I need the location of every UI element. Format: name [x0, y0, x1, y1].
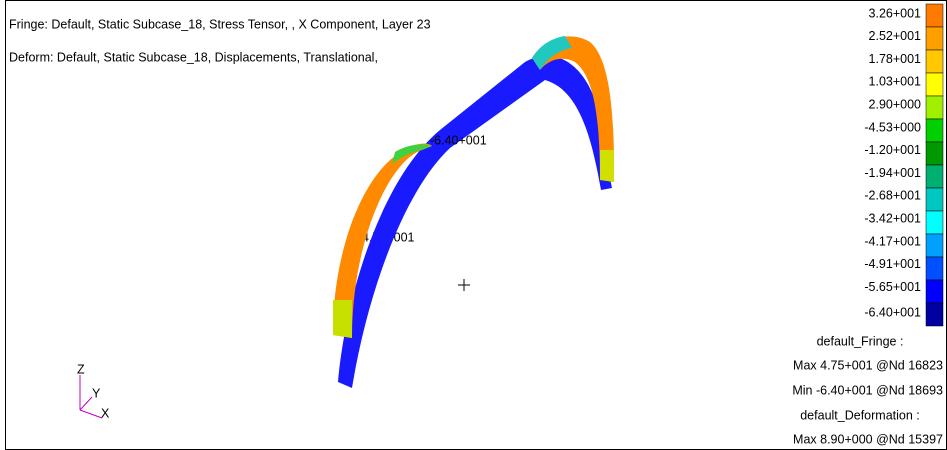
min-label: -6.40+001 [430, 133, 487, 147]
legend-label: -4.91+001 [864, 257, 921, 271]
viewport-frame [6, 1, 947, 450]
fringe-header: Fringe: Default, Static Subcase_18, Stre… [9, 17, 431, 31]
triad-y: Y [92, 386, 101, 400]
legend-band [926, 257, 943, 280]
triad-x: X [101, 406, 110, 420]
legend-label: -4.53+000 [864, 120, 921, 134]
legend-band [926, 211, 943, 234]
legend-band [926, 165, 943, 188]
legend-label: 3.26+001 [869, 6, 922, 20]
legend-label: 1.03+001 [869, 75, 922, 89]
legend-band [926, 303, 943, 326]
legend-label: -1.94+001 [864, 166, 921, 180]
info-line: Min -6.40+001 @Nd 18693 [792, 383, 943, 397]
info-line: Max 8.90+000 @Nd 15397 [793, 432, 943, 446]
legend-band [926, 280, 943, 303]
legend-label: 2.52+001 [869, 29, 922, 43]
legend-band [926, 27, 943, 50]
legend-band [926, 96, 943, 119]
info-line: default_Fringe : [817, 334, 904, 348]
info-line: Max 4.75+001 @Nd 16823 [793, 358, 943, 372]
legend-band [926, 50, 943, 73]
legend-band [926, 73, 943, 96]
legend-label: 2.90+000 [869, 97, 922, 111]
viewport: Fringe: Default, Static Subcase_18, Stre… [0, 0, 947, 450]
legend-label: -1.20+001 [864, 143, 921, 157]
left-strip-end [333, 300, 352, 338]
legend-label: -4.17+001 [864, 234, 921, 248]
legend-band [926, 188, 943, 211]
legend-label: -2.68+001 [864, 189, 921, 203]
legend-band [926, 119, 943, 142]
triad-z: Z [77, 362, 85, 376]
legend-label: -6.40+001 [864, 305, 921, 319]
legend-label: 1.78+001 [869, 52, 922, 66]
deform-header: Deform: Default, Static Subcase_18, Disp… [9, 50, 378, 64]
legend-band [926, 234, 943, 257]
right-strip-end [600, 150, 614, 182]
legend-label: -5.65+001 [864, 280, 921, 294]
legend-band [926, 142, 943, 165]
legend-band [926, 4, 943, 27]
info-line: default_Deformation : [800, 408, 920, 422]
legend-label: -3.42+001 [864, 211, 921, 225]
